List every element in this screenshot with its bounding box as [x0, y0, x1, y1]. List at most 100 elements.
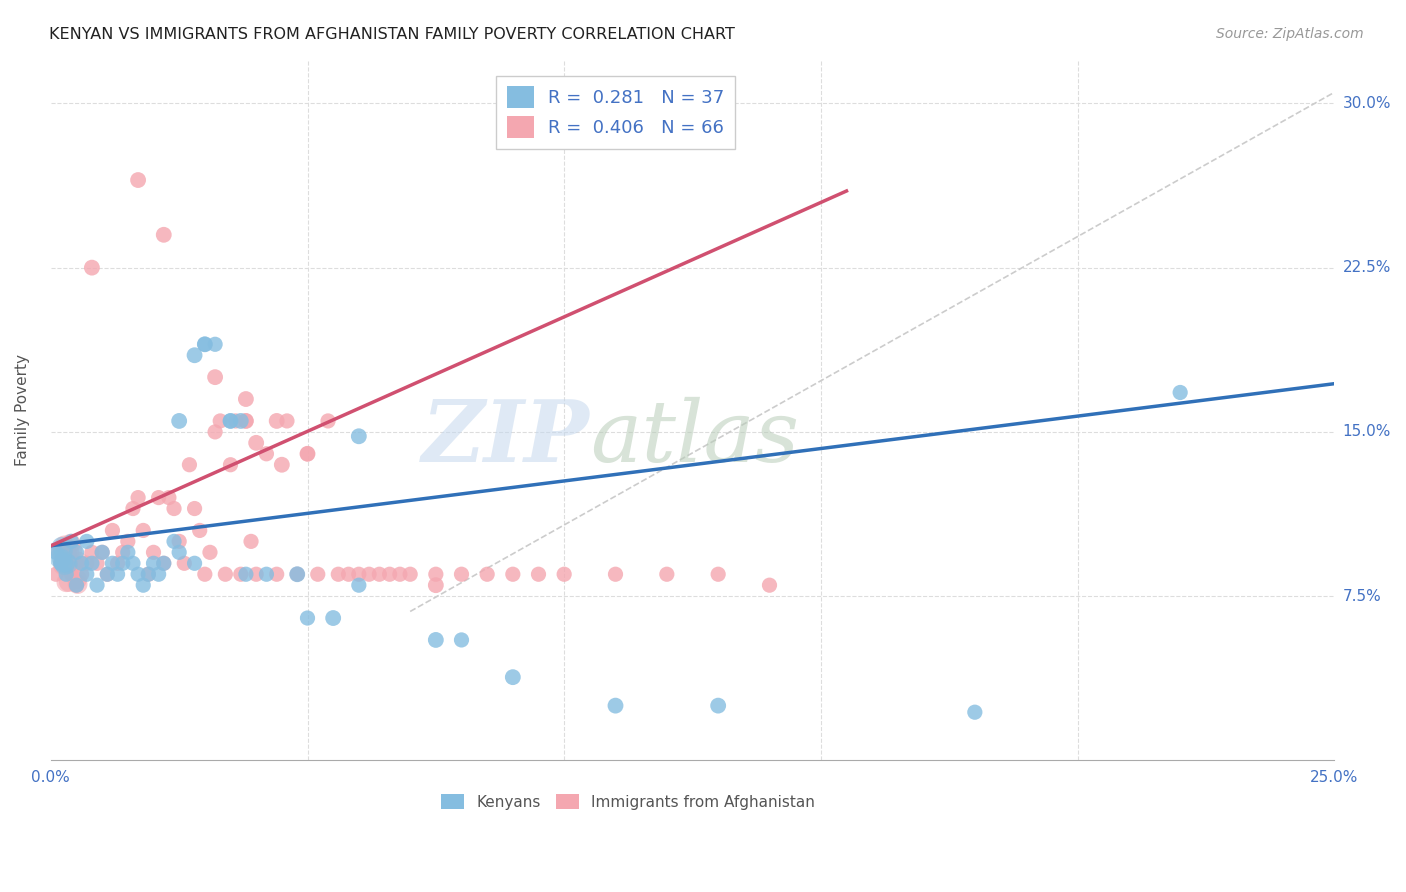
Point — [605, 698, 627, 713]
Point — [219, 414, 242, 428]
Point — [235, 414, 257, 428]
Point — [758, 578, 780, 592]
Point — [76, 534, 98, 549]
Point — [55, 545, 77, 559]
Point — [194, 567, 217, 582]
Point — [65, 578, 87, 592]
Point — [70, 567, 93, 582]
Point — [53, 556, 76, 570]
Point — [163, 534, 186, 549]
Point — [52, 558, 75, 573]
Point — [450, 632, 472, 647]
Point — [152, 556, 174, 570]
Point — [111, 545, 134, 559]
Point — [60, 567, 83, 582]
Point — [142, 545, 165, 559]
Point — [368, 567, 391, 582]
Point — [214, 567, 236, 582]
Point — [337, 567, 360, 582]
Point — [235, 414, 257, 428]
Point — [127, 567, 149, 582]
Point — [56, 557, 79, 571]
Point — [425, 632, 447, 647]
Point — [245, 435, 267, 450]
Point — [266, 414, 288, 428]
Point — [55, 567, 77, 582]
Point — [59, 536, 82, 550]
Point — [655, 567, 678, 582]
Point — [138, 567, 160, 582]
Point — [316, 414, 339, 428]
Point — [527, 567, 550, 582]
Point — [388, 567, 411, 582]
Text: Source: ZipAtlas.com: Source: ZipAtlas.com — [1216, 27, 1364, 41]
Text: 22.5%: 22.5% — [1343, 260, 1391, 275]
Point — [553, 567, 575, 582]
Point — [132, 524, 155, 538]
Point — [45, 545, 67, 559]
Point — [229, 567, 252, 582]
Point — [107, 556, 129, 570]
Point — [55, 555, 77, 569]
Point — [225, 414, 247, 428]
Point — [235, 392, 257, 406]
Point — [67, 555, 90, 569]
Point — [66, 573, 89, 587]
Point — [86, 578, 108, 592]
Point — [347, 567, 370, 582]
Point — [52, 554, 75, 568]
Point — [122, 556, 145, 570]
Point — [70, 556, 93, 570]
Point — [322, 611, 344, 625]
Point — [297, 447, 319, 461]
Point — [58, 575, 80, 590]
Point — [254, 447, 277, 461]
Point — [53, 538, 76, 552]
Point — [266, 567, 288, 582]
Point — [285, 567, 308, 582]
Text: KENYAN VS IMMIGRANTS FROM AFGHANISTAN FAMILY POVERTY CORRELATION CHART: KENYAN VS IMMIGRANTS FROM AFGHANISTAN FA… — [49, 27, 735, 42]
Point — [194, 337, 217, 351]
Point — [49, 544, 72, 558]
Point — [101, 524, 124, 538]
Point — [204, 425, 226, 439]
Point — [198, 545, 221, 559]
Point — [502, 670, 524, 684]
Point — [76, 556, 98, 570]
Point — [475, 567, 498, 582]
Point — [80, 556, 103, 570]
Point — [152, 227, 174, 242]
Point — [297, 447, 319, 461]
Point — [91, 545, 114, 559]
Point — [127, 173, 149, 187]
Point — [111, 556, 134, 570]
Point — [359, 567, 381, 582]
Text: atlas: atlas — [591, 397, 799, 479]
Point — [179, 458, 201, 472]
Point — [219, 414, 242, 428]
Point — [204, 370, 226, 384]
Point — [142, 556, 165, 570]
Point — [49, 556, 72, 570]
Point — [425, 567, 447, 582]
Point — [107, 567, 129, 582]
Point — [65, 578, 87, 592]
Point — [51, 551, 73, 566]
Point — [254, 567, 277, 582]
Text: ZIP: ZIP — [422, 396, 591, 480]
Point — [96, 567, 118, 582]
Point — [52, 543, 75, 558]
Point — [117, 545, 139, 559]
Point — [183, 501, 205, 516]
Point — [76, 567, 98, 582]
Point — [605, 567, 627, 582]
Point — [219, 458, 242, 472]
Point — [55, 575, 77, 590]
Point — [66, 577, 89, 591]
Point — [58, 545, 80, 559]
Point — [245, 567, 267, 582]
Point — [127, 491, 149, 505]
Point — [65, 556, 87, 570]
Point — [152, 556, 174, 570]
Point — [167, 534, 190, 549]
